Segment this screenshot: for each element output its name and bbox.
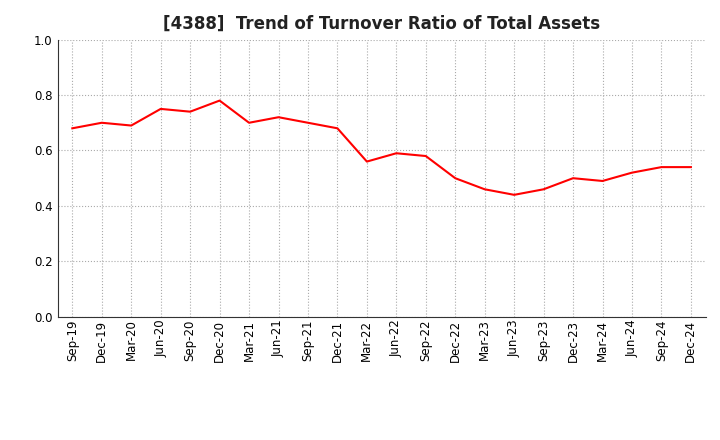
Title: [4388]  Trend of Turnover Ratio of Total Assets: [4388] Trend of Turnover Ratio of Total … (163, 15, 600, 33)
